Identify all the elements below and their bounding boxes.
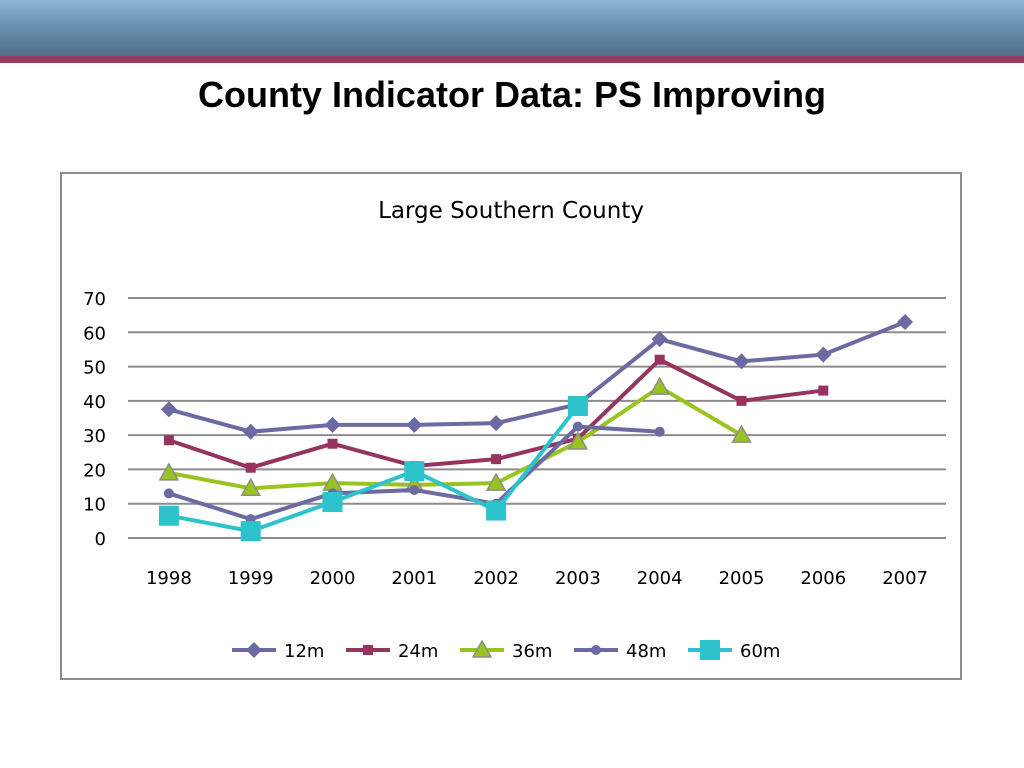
legend-label-36m: 36m [512, 641, 552, 662]
data-point-60m [322, 492, 343, 512]
slide-title: County Indicator Data: PS Improving [197, 74, 827, 115]
data-point-12m [733, 353, 750, 370]
y-tick-label: 40 [83, 392, 106, 413]
data-point-24m [736, 395, 747, 406]
data-point-60m [240, 521, 261, 542]
data-point-60m [486, 500, 507, 521]
y-tick-label: 70 [83, 289, 106, 310]
data-point-12m [815, 346, 832, 363]
data-point-24m [327, 438, 338, 449]
data-point-12m [406, 416, 423, 433]
legend-marker-48m [591, 645, 601, 655]
data-point-36m [649, 376, 670, 395]
chart-title: Large Southern County [378, 198, 644, 224]
data-point-12m [488, 415, 505, 432]
x-tick-label: 2000 [310, 568, 356, 589]
data-point-48m [409, 485, 420, 495]
x-tick-label: 2003 [555, 568, 601, 589]
legend: 12m 24m 36m 48m 60m [232, 639, 780, 662]
top-accent-bar [0, 56, 1024, 63]
data-point-36m [731, 424, 752, 443]
data-point-60m [404, 461, 425, 482]
data-point-24m [654, 354, 665, 365]
data-point-12m [160, 401, 177, 418]
data-point-60m [158, 505, 179, 526]
series-24m [163, 354, 829, 473]
data-point-12m [324, 416, 341, 433]
legend-label-60m: 60m [740, 641, 780, 662]
top-banner [0, 0, 1024, 56]
data-point-12m [651, 331, 668, 348]
y-tick-label: 10 [83, 495, 106, 516]
y-tick-label: 0 [95, 529, 106, 550]
x-axis-ticks: 1998 1999 2000 2001 2002 2003 2004 2005 2006 2007 [146, 568, 928, 589]
data-point-36m [485, 472, 507, 491]
legend-marker-12m [246, 642, 262, 658]
series-12m [160, 314, 914, 440]
legend-label-48m: 48m [626, 641, 666, 662]
data-point-24m [818, 385, 829, 396]
data-point-12m [242, 423, 259, 440]
data-point-60m [567, 396, 588, 416]
data-point-24m [245, 462, 256, 473]
x-tick-label: 1998 [146, 568, 192, 589]
data-point-48m [654, 426, 665, 437]
y-tick-label: 30 [83, 426, 106, 447]
data-point-24m [491, 454, 502, 465]
x-tick-label: 2005 [719, 568, 765, 589]
x-tick-label: 2007 [882, 568, 928, 589]
x-tick-label: 2001 [391, 568, 437, 589]
series-line-36m [168, 385, 743, 491]
data-point-24m [163, 435, 174, 446]
series-line-24m [168, 357, 824, 470]
legend-marker-60m [700, 640, 720, 660]
data-point-48m [572, 421, 583, 432]
chart-frame: Large Southern County 0 10 20 30 40 50 60 70 19… [60, 172, 962, 680]
legend-marker-24m [363, 645, 373, 655]
data-point-36m [158, 462, 180, 481]
data-point-36m [240, 477, 261, 497]
y-tick-label: 60 [83, 323, 106, 344]
y-tick-label: 50 [83, 358, 106, 379]
data-point-48m [163, 488, 174, 499]
x-tick-label: 2006 [800, 568, 846, 589]
series-line-12m [168, 320, 906, 434]
series-60m [158, 396, 588, 542]
grid-lines [128, 297, 946, 539]
series-group [158, 314, 914, 542]
y-axis-ticks: 0 10 20 30 40 50 60 70 [83, 289, 106, 550]
data-point-12m [897, 314, 914, 330]
y-tick-label: 20 [83, 460, 106, 481]
x-tick-label: 1999 [228, 568, 274, 589]
line-chart: Large Southern County 0 10 20 30 40 50 60 70 19… [83, 198, 946, 662]
series-36m [158, 376, 752, 497]
x-tick-label: 2004 [637, 568, 683, 589]
series-line-60m [168, 404, 580, 534]
x-tick-label: 2002 [473, 568, 519, 589]
legend-label-24m: 24m [398, 641, 438, 662]
legend-label-12m: 12m [284, 641, 324, 662]
data-point-36m [567, 431, 589, 450]
legend-marker-36m [471, 639, 493, 658]
